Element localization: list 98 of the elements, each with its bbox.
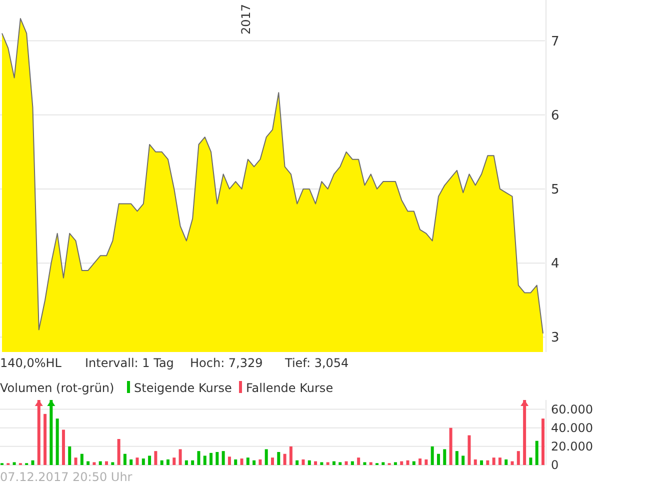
bar (406, 460, 410, 465)
bar (148, 456, 152, 465)
bar (277, 452, 280, 465)
bar (320, 462, 324, 465)
y-tick-label: 5 (551, 182, 560, 198)
bar (412, 461, 416, 465)
bar (160, 460, 164, 465)
y-tick-label: 60.000 (551, 402, 593, 416)
bar (332, 461, 336, 465)
bar (92, 462, 96, 465)
bar (535, 440, 538, 465)
bar (98, 461, 102, 465)
bar (510, 461, 514, 465)
bar (289, 446, 292, 465)
bar (314, 461, 318, 465)
bar (382, 462, 385, 465)
bar (105, 461, 108, 465)
bar (455, 451, 458, 465)
bar (203, 456, 206, 465)
bar (424, 459, 428, 465)
bar (142, 458, 145, 465)
text: Tief: 3,054 (284, 356, 349, 370)
bar (210, 452, 213, 465)
bar (369, 462, 372, 465)
bar (178, 449, 182, 465)
bar (474, 459, 477, 465)
bar (492, 458, 496, 465)
bar (498, 458, 502, 465)
bar (166, 459, 170, 465)
bar (443, 449, 446, 465)
bar (468, 435, 471, 465)
annotation: 2017 (239, 4, 253, 35)
y-tick-label: 7 (551, 34, 560, 50)
bar (529, 458, 532, 465)
bar (111, 462, 114, 465)
bar (154, 451, 158, 465)
bar (363, 462, 366, 465)
bar (296, 460, 299, 465)
text: 07.12.2017 20:50 Uhr (0, 470, 132, 483)
bar (326, 462, 330, 465)
bar (191, 460, 194, 465)
y-tick-label: 20.000 (551, 440, 593, 454)
bar (234, 459, 238, 465)
bar (62, 430, 65, 465)
bar (86, 461, 90, 465)
bar (308, 460, 311, 465)
bar (302, 459, 305, 465)
bar (264, 449, 268, 465)
bar (283, 454, 286, 465)
bar (418, 458, 422, 465)
bar (68, 446, 72, 465)
bar (430, 446, 434, 465)
bar (123, 454, 126, 465)
y-tick-label: 3 (551, 330, 560, 346)
y-tick-label: 40.000 (551, 421, 593, 436)
bar (44, 414, 47, 465)
y-tick-label: 4 (551, 256, 560, 272)
bar (542, 418, 544, 465)
bar (197, 451, 200, 465)
text: Intervall: 1 Tag (85, 356, 174, 370)
bar (436, 454, 440, 465)
bar (486, 460, 490, 465)
y-tick-label: 0 (551, 458, 559, 472)
bar (350, 461, 354, 465)
bar (258, 459, 262, 465)
bar (394, 462, 397, 465)
bar (246, 458, 250, 465)
bar (80, 454, 84, 465)
legend-label: Fallende Kurse (246, 381, 334, 395)
bar (344, 461, 348, 465)
bar (449, 428, 452, 465)
bar (56, 418, 59, 465)
bar (271, 458, 274, 465)
bar (462, 456, 465, 465)
legend-label: Steigende Kurse (134, 381, 232, 395)
text: Hoch: 7,329 (190, 356, 263, 370)
bar (504, 459, 508, 465)
legend-title: Volumen (rot-grün) (0, 381, 114, 395)
y-tick-label: 6 (551, 108, 560, 124)
bar (480, 460, 484, 465)
bar (216, 452, 219, 465)
bar (184, 460, 188, 465)
bar (222, 451, 225, 465)
bar (400, 461, 404, 465)
bar (12, 462, 16, 465)
bar (516, 451, 520, 465)
bar (252, 460, 256, 465)
text: 140,0%HL (0, 356, 62, 370)
bar (136, 458, 139, 465)
bar (338, 462, 342, 465)
bar (74, 458, 78, 465)
bar (240, 458, 244, 465)
bar (228, 456, 231, 465)
bar (117, 439, 120, 465)
bar (172, 458, 176, 465)
bar (357, 458, 360, 465)
bar (130, 459, 133, 465)
bar (31, 460, 34, 465)
